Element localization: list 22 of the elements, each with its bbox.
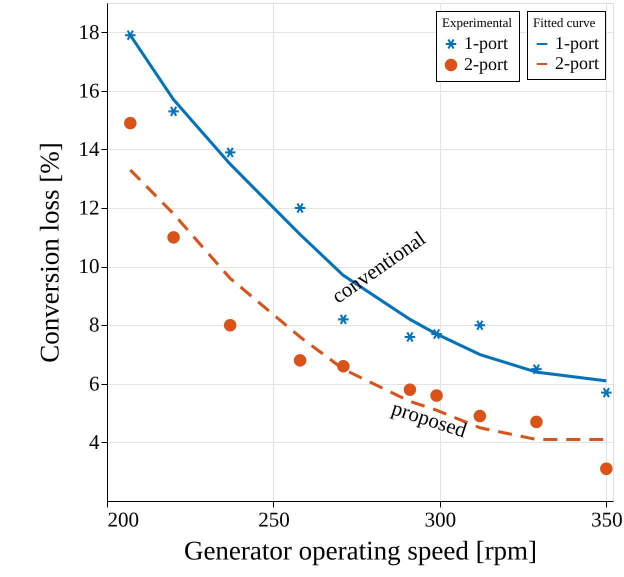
legend-label: 1-port <box>555 33 599 53</box>
y-tick-label: 14 <box>78 136 100 161</box>
line-series <box>128 34 608 382</box>
y-tick-label: 18 <box>78 20 100 44</box>
y-tick-label: 8 <box>89 312 100 337</box>
x-tick-label: 350 <box>591 508 623 532</box>
y-tick-label: 16 <box>78 78 100 102</box>
legend-label: 2-port <box>555 53 599 73</box>
annotation: Experimental <box>442 15 512 30</box>
x-tick-label: 250 <box>258 508 290 532</box>
y-tick-label: 12 <box>78 196 100 220</box>
y-axis-title: Conversion loss [%] <box>34 142 64 363</box>
x-axis-title: Generator operating speed [rpm] <box>184 536 538 566</box>
y-tick-label: 10 <box>78 254 100 278</box>
annotation: proposed <box>388 396 470 443</box>
legend-label: 2-port <box>464 54 508 74</box>
x-tick-label: 200 <box>108 508 139 532</box>
x-tick-label: 300 <box>424 508 456 532</box>
y-tick-label: 6 <box>89 371 100 396</box>
legend-label: 1-port <box>464 33 508 53</box>
annotation: Fitted curve <box>533 15 596 30</box>
y-tick-label: 4 <box>89 430 100 454</box>
